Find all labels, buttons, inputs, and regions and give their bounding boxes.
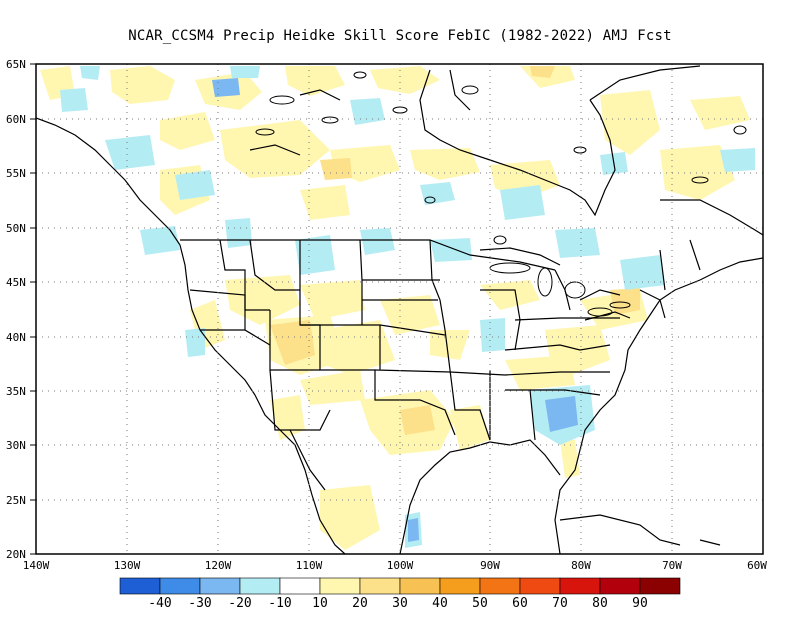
colorbar-label: 60: [512, 596, 528, 611]
lat-label: 20N: [6, 548, 26, 561]
colorbar-swatch: [639, 577, 681, 595]
lon-labels: 140W 130W 120W 110W 100W 90W 80W 70W 60W: [23, 559, 768, 572]
map-plot-area: [36, 64, 763, 554]
lat-label: 60N: [6, 113, 26, 126]
political-boundaries: [180, 239, 701, 441]
colorbar-label: -10: [268, 596, 291, 611]
lat-label: 45N: [6, 276, 26, 289]
colorbar-swatch: [399, 577, 441, 595]
lat-label: 30N: [6, 439, 26, 452]
map-frame: [35, 63, 764, 555]
lon-label: 100W: [387, 559, 414, 572]
colorbar-label: 20: [352, 596, 368, 611]
lon-label: 140W: [23, 559, 50, 572]
colorbar-swatch: [319, 577, 361, 595]
colorbar-label: 30: [392, 596, 408, 611]
colorbar-swatch: [359, 577, 401, 595]
lat-label: 40N: [6, 331, 26, 344]
lon-label: 80W: [571, 559, 591, 572]
colorbar-label: 10: [312, 596, 328, 611]
colorbar-swatch: [159, 577, 201, 595]
lon-label: 90W: [480, 559, 500, 572]
strong-negative-skill-shading: [212, 78, 578, 542]
lon-label: 60W: [747, 559, 767, 572]
colorbar-label: 80: [592, 596, 608, 611]
negative-skill-shading: [60, 66, 755, 548]
lat-label: 35N: [6, 385, 26, 398]
lon-label: 130W: [114, 559, 141, 572]
lon-label: 120W: [205, 559, 232, 572]
colorbar-swatch: [519, 577, 561, 595]
lon-label: 70W: [662, 559, 682, 572]
lat-ticks: [30, 63, 36, 555]
colorbar-swatch: [119, 577, 161, 595]
lat-labels: 65N 60N 55N 50N 45N 40N 35N 30N 25N 20N: [6, 58, 26, 561]
map-title: NCAR_CCSM4 Precip Heidke Skill Score Feb…: [128, 28, 672, 44]
lat-label: 55N: [6, 167, 26, 180]
colorbar-label: -30: [188, 596, 211, 611]
colorbar-label: 50: [472, 596, 488, 611]
colorbar: -40 -30 -20 -10 10 20 30 40 50 60 70 80 90: [119, 577, 681, 611]
lat-lon-grid: [36, 64, 763, 554]
colorbar-label: -20: [228, 596, 251, 611]
colorbar-label: 70: [552, 596, 568, 611]
colorbar-label: 40: [432, 596, 448, 611]
colorbar-label: -40: [148, 596, 171, 611]
lon-label: 110W: [296, 559, 323, 572]
colorbar-swatch: [559, 577, 601, 595]
colorbar-swatch: [239, 577, 281, 595]
lat-label: 25N: [6, 494, 26, 507]
coastlines: [36, 65, 763, 554]
colorbar-swatch: [599, 577, 641, 595]
colorbar-swatch: [199, 577, 241, 595]
colorbar-swatch: [439, 577, 481, 595]
colorbar-swatch: [479, 577, 521, 595]
colorbar-label: 90: [632, 596, 648, 611]
lat-label: 65N: [6, 58, 26, 71]
positive-skill-shading: [40, 66, 750, 550]
lat-label: 50N: [6, 222, 26, 235]
colorbar-swatch: [279, 577, 321, 595]
